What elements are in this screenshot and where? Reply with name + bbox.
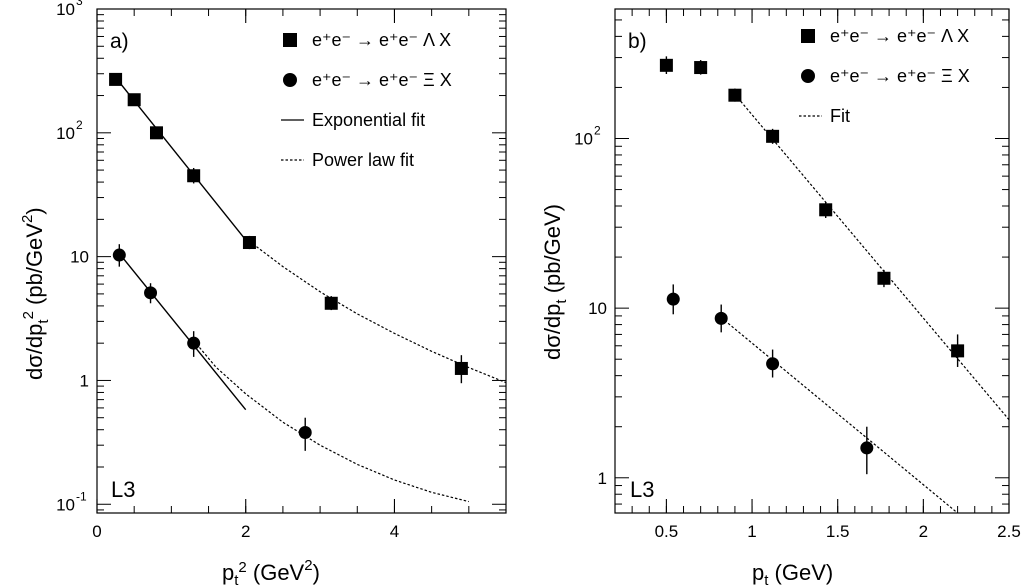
legend-label-b-1: e⁺e⁻ → e⁺e⁻ Ξ X bbox=[830, 66, 970, 86]
legend-marker-square-b bbox=[801, 29, 815, 43]
data-point-xi-a-3 bbox=[298, 425, 312, 439]
data-point-xi-b-0 bbox=[666, 292, 680, 306]
data-point-lambda-b-4 bbox=[819, 203, 833, 217]
legend-label-a-0: e⁺e⁻ → e⁺e⁻ Λ X bbox=[312, 30, 451, 50]
data-point-lambda-a-4 bbox=[242, 236, 256, 250]
y-tick-label-a-0: 10 bbox=[56, 495, 75, 514]
data-point-lambda-b-2 bbox=[728, 88, 742, 102]
data-point-lambda-b-0 bbox=[659, 58, 673, 72]
x-tick-label-b-4: 2.5 bbox=[997, 522, 1021, 541]
experiment-label-a: L3 bbox=[111, 477, 135, 502]
legend-label-a-2: Exponential fit bbox=[312, 110, 425, 130]
x-tick-label-b-1: 1 bbox=[747, 522, 756, 541]
legend-label-a-1: e⁺e⁻ → e⁺e⁻ Ξ X bbox=[312, 70, 452, 90]
y-tick-exp-a-3: 2 bbox=[76, 118, 83, 132]
legend-label-a-3: Power law fit bbox=[312, 150, 414, 170]
data-point-lambda-a-1 bbox=[127, 93, 141, 107]
data-point-xi-b-1 bbox=[714, 311, 728, 325]
data-point-lambda-b-6 bbox=[951, 344, 965, 358]
data-point-lambda-a-2 bbox=[149, 126, 163, 140]
y-tick-label-a-2: 10 bbox=[70, 248, 89, 267]
x-tick-label-b-2: 1.5 bbox=[826, 522, 850, 541]
data-point-xi-a-2 bbox=[187, 336, 201, 350]
y-tick-label-b-0: 1 bbox=[598, 469, 607, 488]
data-point-xi-a-1 bbox=[144, 286, 158, 300]
y-axis-title-a: dσ/dpt2 (pb/GeV2) bbox=[19, 207, 52, 380]
data-point-lambda-a-0 bbox=[109, 72, 123, 86]
y-tick-label-a-1: 1 bbox=[80, 371, 89, 390]
y-tick-label-b-2: 10 bbox=[574, 130, 593, 149]
fit-curve-b-1 bbox=[720, 317, 958, 513]
data-point-lambda-a-3 bbox=[187, 169, 201, 183]
x-tick-label-a-1: 2 bbox=[241, 522, 250, 541]
data-point-lambda-b-3 bbox=[766, 129, 780, 143]
data-point-lambda-b-5 bbox=[877, 271, 891, 285]
x-axis-title-b: pt (GeV) bbox=[752, 560, 833, 587]
y-tick-label-a-4: 10 bbox=[56, 0, 75, 19]
data-point-lambda-b-1 bbox=[694, 61, 708, 75]
fit-curve-a-2 bbox=[118, 253, 247, 411]
data-point-lambda-a-6 bbox=[454, 361, 468, 375]
y-tick-exp-a-4: 3 bbox=[76, 0, 83, 8]
y-tick-label-b-1: 10 bbox=[588, 299, 607, 318]
legend-label-b-2: Fit bbox=[830, 106, 850, 126]
legend-marker-square-a bbox=[283, 33, 297, 47]
y-tick-label-a-3: 10 bbox=[56, 124, 75, 143]
x-tick-label-b-3: 2 bbox=[919, 522, 928, 541]
y-tick-exp-b-2: 2 bbox=[594, 124, 601, 138]
x-tick-label-a-0: 0 bbox=[92, 522, 101, 541]
panel-label-b: b) bbox=[628, 30, 647, 53]
panel-label-a: a) bbox=[110, 30, 129, 53]
plot-frame-b bbox=[614, 8, 1010, 514]
y-tick-exp-a-0: -1 bbox=[76, 489, 87, 503]
data-point-xi-b-2 bbox=[766, 357, 780, 371]
experiment-label-b: L3 bbox=[630, 477, 654, 502]
fit-curve-a-1 bbox=[245, 238, 506, 384]
x-tick-label-b-0: 0.5 bbox=[655, 522, 679, 541]
legend-label-b-0: e⁺e⁻ → e⁺e⁻ Λ X bbox=[830, 26, 969, 46]
legend-marker-circle-a bbox=[283, 73, 297, 87]
data-point-xi-b-3 bbox=[860, 441, 874, 455]
legend-marker-circle-b bbox=[801, 69, 815, 83]
plot-frame-a bbox=[96, 8, 507, 514]
fit-curve-b-0 bbox=[734, 94, 1009, 421]
x-tick-label-a-2: 4 bbox=[390, 522, 399, 541]
data-point-xi-a-0 bbox=[112, 248, 126, 262]
x-axis-title-a: pt2 (GeV2) bbox=[222, 557, 320, 587]
data-point-lambda-a-5 bbox=[324, 296, 338, 310]
